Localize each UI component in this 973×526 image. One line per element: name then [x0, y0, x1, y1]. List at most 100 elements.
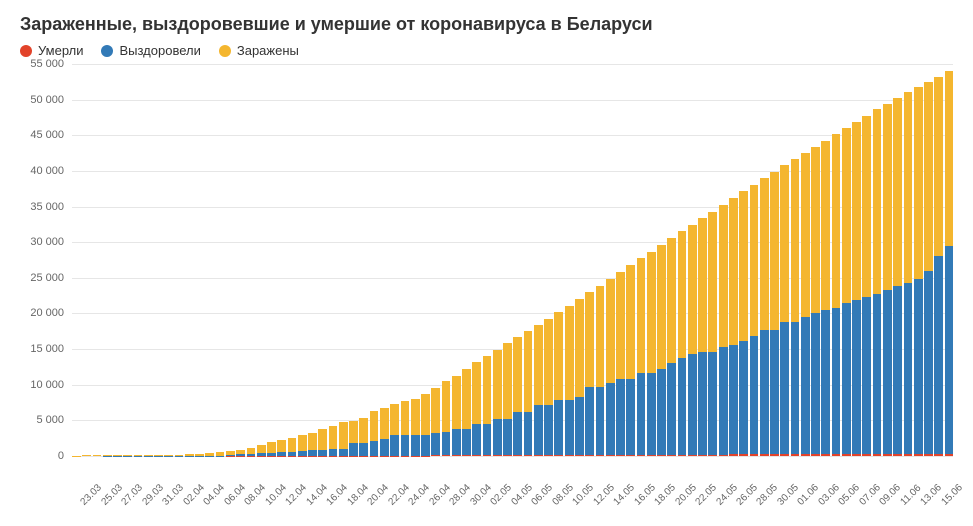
- bar-column: [493, 64, 502, 456]
- bar-column: [811, 64, 820, 456]
- x-tick-label: 16.04: [325, 482, 350, 507]
- bar-seg-infected: [513, 337, 522, 412]
- bar-column: [708, 64, 717, 456]
- x-tick-label: 12.05: [591, 482, 616, 507]
- bar-seg-infected: [503, 343, 512, 419]
- bar-seg-died: [421, 456, 430, 457]
- x-tick-label: 05.06: [837, 482, 862, 507]
- bar-column: [842, 64, 851, 456]
- bar-column: [216, 64, 225, 456]
- bar-column: [544, 64, 553, 456]
- bar-seg-died: [708, 455, 717, 456]
- bar-seg-infected: [852, 122, 861, 300]
- x-tick-label: 06.04: [222, 482, 247, 507]
- bar-seg-infected: [329, 426, 338, 449]
- bar-seg-recovered: [544, 405, 553, 455]
- bar-seg-recovered: [667, 363, 676, 454]
- bar-seg-infected: [524, 331, 533, 412]
- x-tick-label: 28.04: [448, 482, 473, 507]
- bar-seg-recovered: [616, 379, 625, 455]
- y-tick-label: 10 000: [30, 379, 64, 391]
- bar-seg-died: [934, 454, 943, 456]
- bar-column: [739, 64, 748, 456]
- y-tick-label: 5 000: [36, 414, 64, 426]
- bar-seg-died: [914, 454, 923, 456]
- bar-seg-recovered: [339, 449, 348, 456]
- bar-seg-recovered: [791, 322, 800, 454]
- bar-seg-died: [637, 455, 646, 456]
- bar-seg-died: [729, 454, 738, 456]
- bar-seg-died: [873, 454, 882, 456]
- bar-seg-recovered: [349, 443, 358, 455]
- bar-seg-recovered: [524, 412, 533, 455]
- bar-seg-infected: [842, 128, 851, 303]
- x-tick-label: 04.04: [202, 482, 227, 507]
- bar-seg-recovered: [873, 294, 882, 454]
- bar-seg-infected: [688, 225, 697, 354]
- bar-seg-infected: [667, 238, 676, 363]
- y-tick-label: 55 000: [30, 58, 64, 70]
- x-tick-label: 22.05: [694, 482, 719, 507]
- bar-column: [339, 64, 348, 456]
- bar-seg-infected: [760, 178, 769, 330]
- x-tick-label: 23.03: [79, 482, 104, 507]
- bar-seg-recovered: [708, 352, 717, 455]
- bar-seg-infected: [637, 258, 646, 373]
- x-tick-label: 18.05: [653, 482, 678, 507]
- bar-column: [862, 64, 871, 456]
- bar-seg-infected: [411, 399, 420, 435]
- bar-seg-infected: [883, 104, 892, 290]
- chart-container: Зараженные, выздоровевшие и умершие от к…: [0, 0, 973, 526]
- bar-column: [164, 64, 173, 456]
- bar-column: [72, 64, 81, 456]
- bar-column: [349, 64, 358, 456]
- x-tick-label: 15.06: [939, 482, 964, 507]
- bar-column: [134, 64, 143, 456]
- bar-column: [524, 64, 533, 456]
- bar-seg-died: [503, 455, 512, 456]
- bar-seg-died: [791, 454, 800, 456]
- bar-seg-recovered: [688, 354, 697, 455]
- bar-seg-died: [626, 455, 635, 456]
- bar-seg-died: [811, 454, 820, 456]
- bar-column: [513, 64, 522, 456]
- bar-column: [729, 64, 738, 456]
- bar-seg-infected: [698, 218, 707, 351]
- bar-seg-died: [904, 454, 913, 456]
- bar-seg-recovered: [760, 330, 769, 454]
- bar-seg-infected: [318, 429, 327, 450]
- bar-seg-infected: [862, 116, 871, 297]
- bar-seg-infected: [811, 147, 820, 313]
- x-tick-label: 10.05: [571, 482, 596, 507]
- bar-seg-recovered: [678, 358, 687, 454]
- bar-column: [606, 64, 615, 456]
- bar-seg-infected: [554, 312, 563, 400]
- x-tick-label: 20.04: [366, 482, 391, 507]
- bar-seg-recovered: [472, 424, 481, 455]
- bar-seg-recovered: [739, 341, 748, 454]
- bar-seg-died: [688, 455, 697, 456]
- bar-seg-infected: [626, 265, 635, 379]
- bar-column: [534, 64, 543, 456]
- bar-seg-recovered: [554, 400, 563, 455]
- bar-seg-recovered: [421, 435, 430, 456]
- bar-seg-recovered: [359, 443, 368, 455]
- bar-seg-infected: [308, 433, 317, 451]
- bar-seg-infected: [708, 212, 717, 352]
- bar-seg-died: [698, 455, 707, 456]
- bar-column: [801, 64, 810, 456]
- bar-seg-recovered: [914, 279, 923, 454]
- bar-seg-died: [493, 455, 502, 456]
- bar-seg-died: [945, 454, 954, 456]
- bar-seg-infected: [873, 109, 882, 293]
- bar-column: [688, 64, 697, 456]
- bar-seg-infected: [565, 306, 574, 400]
- bar-column: [626, 64, 635, 456]
- bar-seg-died: [842, 454, 851, 456]
- bar-column: [945, 64, 954, 456]
- bar-seg-recovered: [401, 435, 410, 456]
- bar-seg-infected: [493, 350, 502, 419]
- x-tick-label: 02.04: [181, 482, 206, 507]
- bar-column: [719, 64, 728, 456]
- bar-column: [934, 64, 943, 456]
